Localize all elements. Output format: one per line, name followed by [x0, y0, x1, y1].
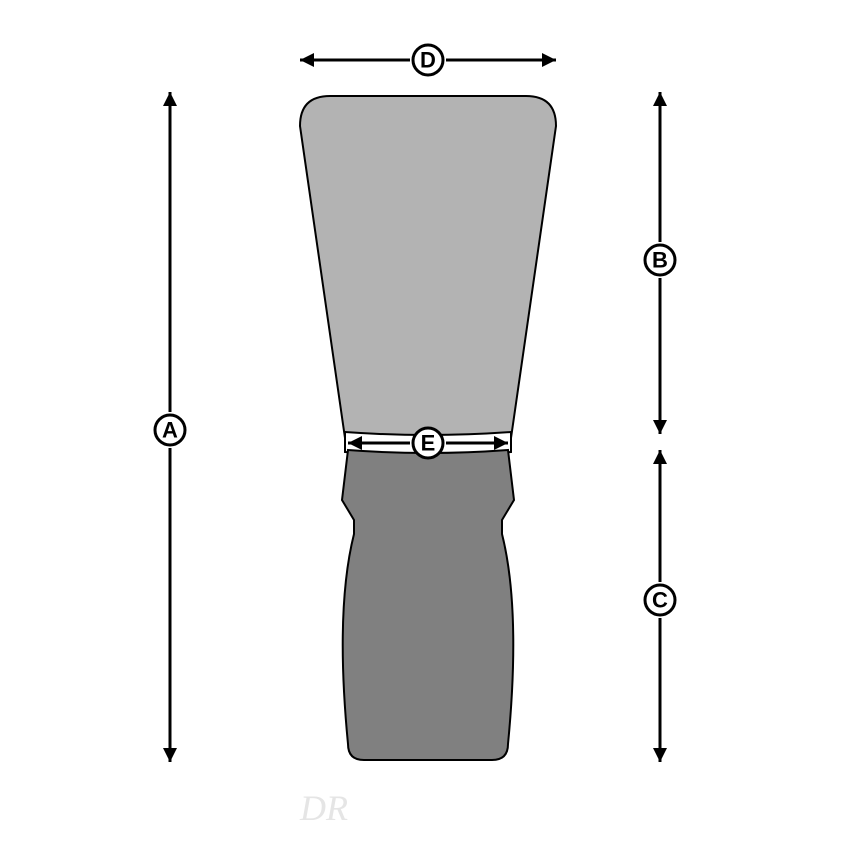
watermark: DR: [299, 788, 348, 828]
dim-label-D-text: D: [420, 48, 436, 73]
dim-label-D: D: [413, 45, 443, 75]
brush-head: [300, 96, 556, 443]
dim-label-A: A: [155, 415, 185, 445]
diagram-canvas: A B C D E DR: [0, 0, 856, 856]
dim-label-E-text: E: [421, 431, 436, 456]
dim-label-B: B: [645, 245, 675, 275]
dim-label-C: C: [645, 585, 675, 615]
brush-handle: [342, 450, 514, 760]
dim-label-A-text: A: [162, 418, 178, 443]
dim-label-E: E: [413, 428, 443, 458]
dim-label-B-text: B: [652, 248, 668, 273]
dim-label-C-text: C: [652, 588, 668, 613]
